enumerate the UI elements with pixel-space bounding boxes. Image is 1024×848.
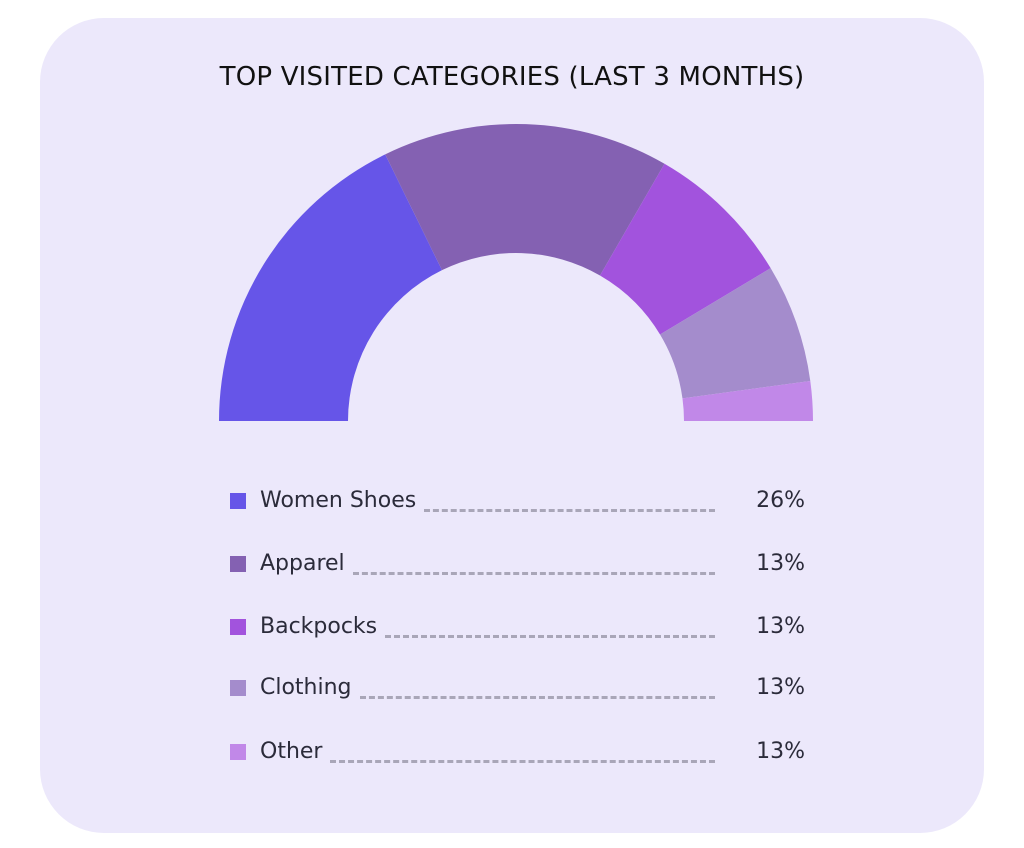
legend-leader-line (385, 635, 715, 638)
legend-swatch (230, 744, 246, 760)
legend-swatch (230, 556, 246, 572)
legend-swatch (230, 619, 246, 635)
legend-item-women-shoes: Women Shoes 26% (230, 487, 805, 517)
legend-leader-line (352, 572, 715, 575)
legend-item-apparel: Apparel 13% (230, 550, 805, 580)
legend-item-backpocks: Backpocks 13% (230, 613, 805, 643)
legend-value: 13% (756, 675, 805, 700)
legend-label: Other (260, 739, 323, 764)
legend-value: 13% (756, 551, 805, 576)
legend-swatch (230, 493, 246, 509)
legend-value: 26% (756, 488, 805, 513)
legend-value: 13% (756, 614, 805, 639)
legend-label: Women Shoes (260, 488, 417, 513)
legend-label: Apparel (260, 551, 345, 576)
legend-item-other: Other 13% (230, 738, 805, 768)
legend-leader-line (330, 760, 715, 763)
slice-women-shoes (219, 154, 443, 421)
slice-other (682, 380, 813, 421)
slice-clothing (660, 268, 811, 399)
legend-leader-line (424, 509, 715, 512)
legend-label: Clothing (260, 675, 352, 700)
legend-label: Backpocks (260, 614, 378, 639)
slice-apparel (385, 123, 665, 276)
slice-backpocks (600, 163, 771, 335)
legend-item-clothing: Clothing 13% (230, 674, 805, 704)
legend-value: 13% (756, 739, 805, 764)
legend-leader-line (359, 696, 715, 699)
legend-swatch (230, 680, 246, 696)
chart-title: TOP VISITED CATEGORIES (LAST 3 MONTHS) (219, 62, 805, 92)
